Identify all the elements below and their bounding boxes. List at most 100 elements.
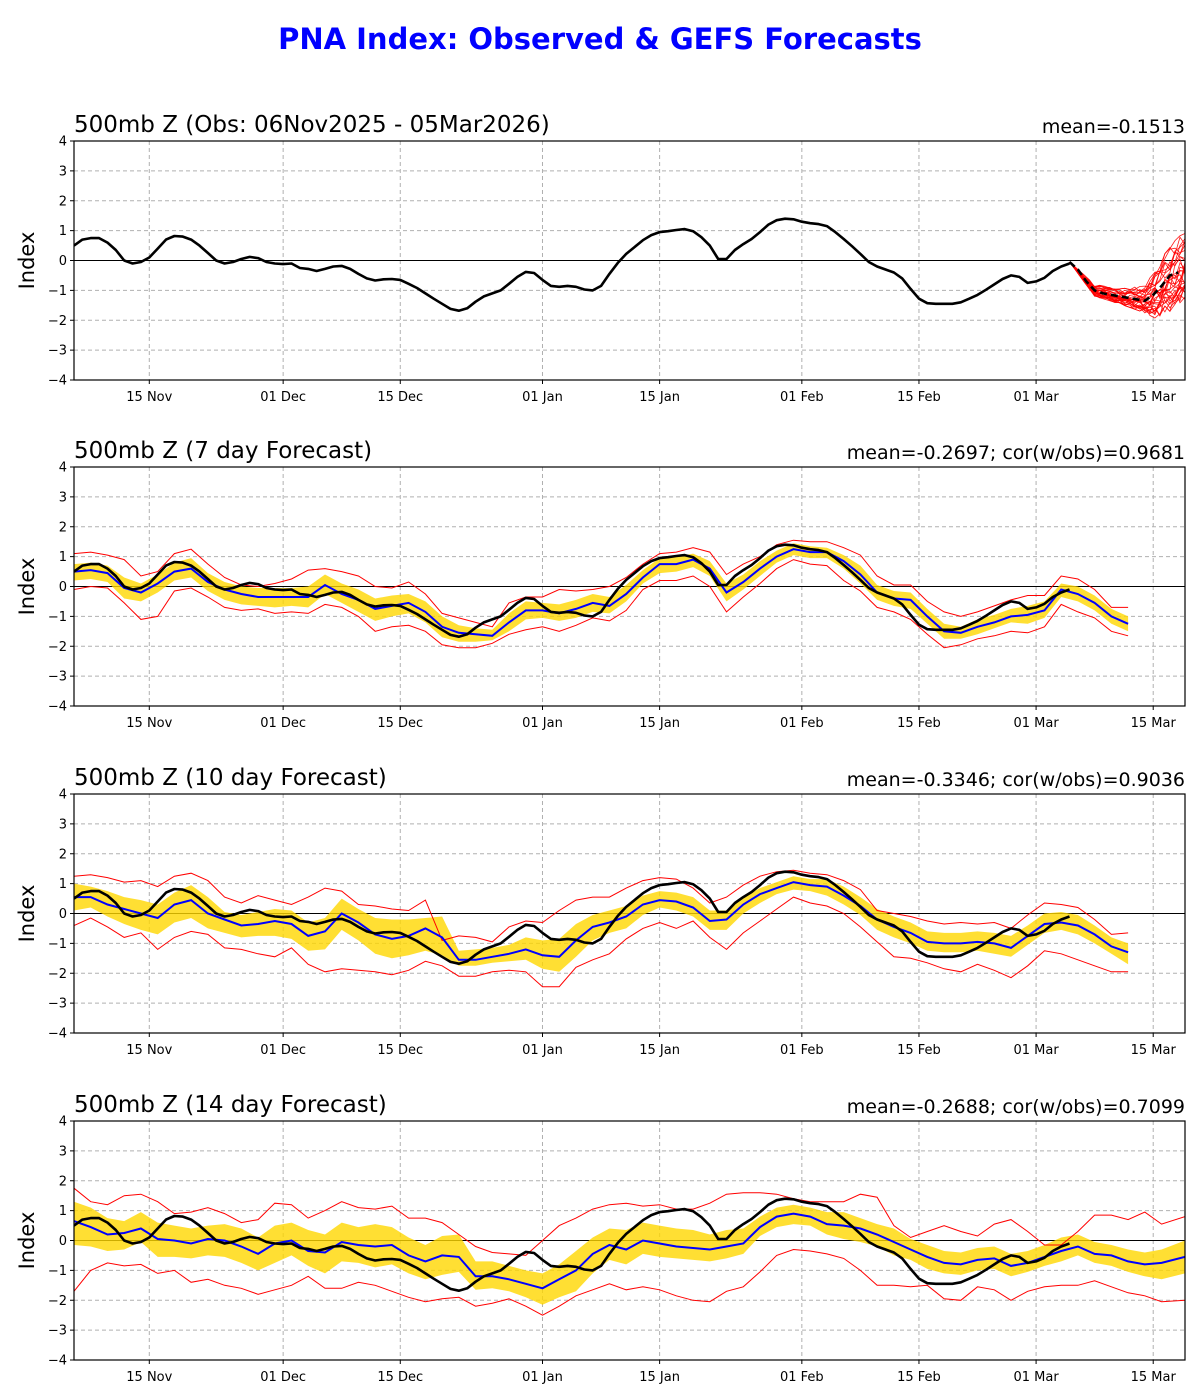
plot-frame [73,793,1186,1034]
y-tick-label: −3 [48,1324,67,1339]
ensemble-min-line [74,1248,1185,1316]
panel-title: 500mb Z (Obs: 06Nov2025 - 05Mar2026) [74,112,550,138]
x-tick-label: 01 Mar [1013,716,1059,731]
ensemble-max-line [74,539,1129,628]
panel-title: 500mb Z (14 day Forecast) [74,1092,387,1118]
y-tick-label: 3 [59,817,67,832]
panel-4: 500mb Z (14 day Forecast) mean=-0.2688; c… [15,1092,1186,1385]
y-tick-label: 2 [59,520,67,535]
x-tick-label: 01 Mar [1013,390,1059,405]
x-tick-label: 15 Feb [897,1043,941,1058]
x-tick-label: 15 Nov [126,1043,172,1058]
plot-area [74,539,1129,649]
ensemble-max-line [74,869,1129,943]
y-tick-label: 1 [59,550,67,565]
x-tick-label: 15 Dec [377,1043,423,1058]
ensemble-member-line [1069,261,1185,319]
x-tick-label: 01 Feb [780,390,824,405]
x-tick-label: 15 Jan [639,1370,680,1385]
plot-frame [73,140,1186,381]
y-tick-label: 3 [59,490,67,505]
y-tick-label: −4 [48,1354,67,1369]
y-axis-label: Index [15,232,39,290]
x-tick-label: 01 Feb [780,1370,824,1385]
x-tick-label: 15 Jan [639,1043,680,1058]
x-tick-label: 15 Nov [126,1370,172,1385]
panel-1: 500mb Z (Obs: 06Nov2025 - 05Mar2026) mean… [15,112,1186,405]
ensemble-member-line [1069,261,1185,314]
x-tick-label: 01 Mar [1013,1043,1059,1058]
x-tick-label: 15 Dec [377,716,423,731]
y-tick-label: −1 [48,1264,67,1279]
y-tick-label: 4 [59,461,67,476]
x-tick-label: 15 Mar [1131,716,1177,731]
y-tick-label: −2 [48,1294,67,1309]
observed-line [74,1197,1070,1292]
y-tick-label: −4 [48,700,67,715]
y-tick-label: 2 [59,1174,67,1189]
figure-title: PNA Index: Observed & GEFS Forecasts [278,22,922,56]
y-tick-label: 0 [59,907,67,922]
x-tick-label: 15 Feb [897,390,941,405]
panel-title: 500mb Z (10 day Forecast) [74,765,387,791]
panel-stats: mean=-0.2697; cor(w/obs)=0.9681 [847,442,1185,464]
x-tick-label: 15 Nov [126,716,172,731]
y-tick-label: 4 [59,788,67,803]
y-axis-label: Index [15,1212,39,1270]
y-tick-label: 4 [59,135,67,150]
y-tick-label: −3 [48,344,67,359]
x-tick-label: 01 Jan [522,1043,563,1058]
observed-line [74,870,1070,965]
y-tick-label: −1 [48,937,67,952]
y-tick-label: 0 [59,1234,67,1249]
ensemble-min-line [74,896,1129,988]
panel-2: 500mb Z (7 day Forecast) mean=-0.2697; co… [15,438,1186,731]
observed-line [74,217,1070,312]
panel-title: 500mb Z (7 day Forecast) [74,438,372,464]
y-tick-label: 2 [59,194,67,209]
y-tick-label: 1 [59,1204,67,1219]
x-tick-label: 15 Feb [897,716,941,731]
plot-area [74,1187,1185,1316]
plot-area [74,217,1185,319]
plot-frame [73,466,1186,707]
ensemble-member-line [1069,240,1185,296]
x-tick-label: 15 Jan [639,390,680,405]
x-tick-label: 01 Dec [260,1043,306,1058]
panel-stats: mean=-0.1513 [1042,116,1185,138]
ensemble-spread-band [74,543,1129,642]
x-tick-label: 01 Feb [780,1043,824,1058]
x-tick-label: 01 Dec [260,1370,306,1385]
ensemble-mean-forecast-line [1068,261,1179,303]
ensemble-member-line [1069,256,1185,298]
panel-stats: mean=-0.2688; cor(w/obs)=0.7099 [847,1096,1185,1118]
y-tick-label: 0 [59,580,67,595]
x-tick-label: 15 Feb [897,1370,941,1385]
y-tick-label: 2 [59,847,67,862]
y-tick-label: 3 [59,164,67,179]
y-axis-label: Index [15,558,39,616]
x-tick-label: 01 Jan [522,390,563,405]
y-tick-label: 1 [59,877,67,892]
ensemble-min-line [74,559,1129,649]
x-tick-label: 15 Dec [377,1370,423,1385]
y-tick-label: −3 [48,670,67,685]
y-tick-label: −2 [48,640,67,655]
plot-frame [73,1120,1186,1361]
y-tick-label: −3 [48,997,67,1012]
y-tick-label: −4 [48,1027,67,1042]
y-tick-label: −2 [48,967,67,982]
plot-area [74,869,1129,988]
ensemble-mean-line [74,881,1129,961]
x-tick-label: 01 Dec [260,716,306,731]
x-tick-label: 01 Dec [260,390,306,405]
x-tick-label: 01 Mar [1013,1370,1059,1385]
x-tick-label: 15 Nov [126,390,172,405]
y-tick-label: 1 [59,224,67,239]
y-tick-label: −4 [48,374,67,389]
y-tick-label: 0 [59,254,67,269]
y-axis-label: Index [15,885,39,943]
ensemble-member-line [1069,261,1185,314]
panel-3: 500mb Z (10 day Forecast) mean=-0.3346; c… [15,765,1186,1058]
observed-line [74,543,1070,638]
